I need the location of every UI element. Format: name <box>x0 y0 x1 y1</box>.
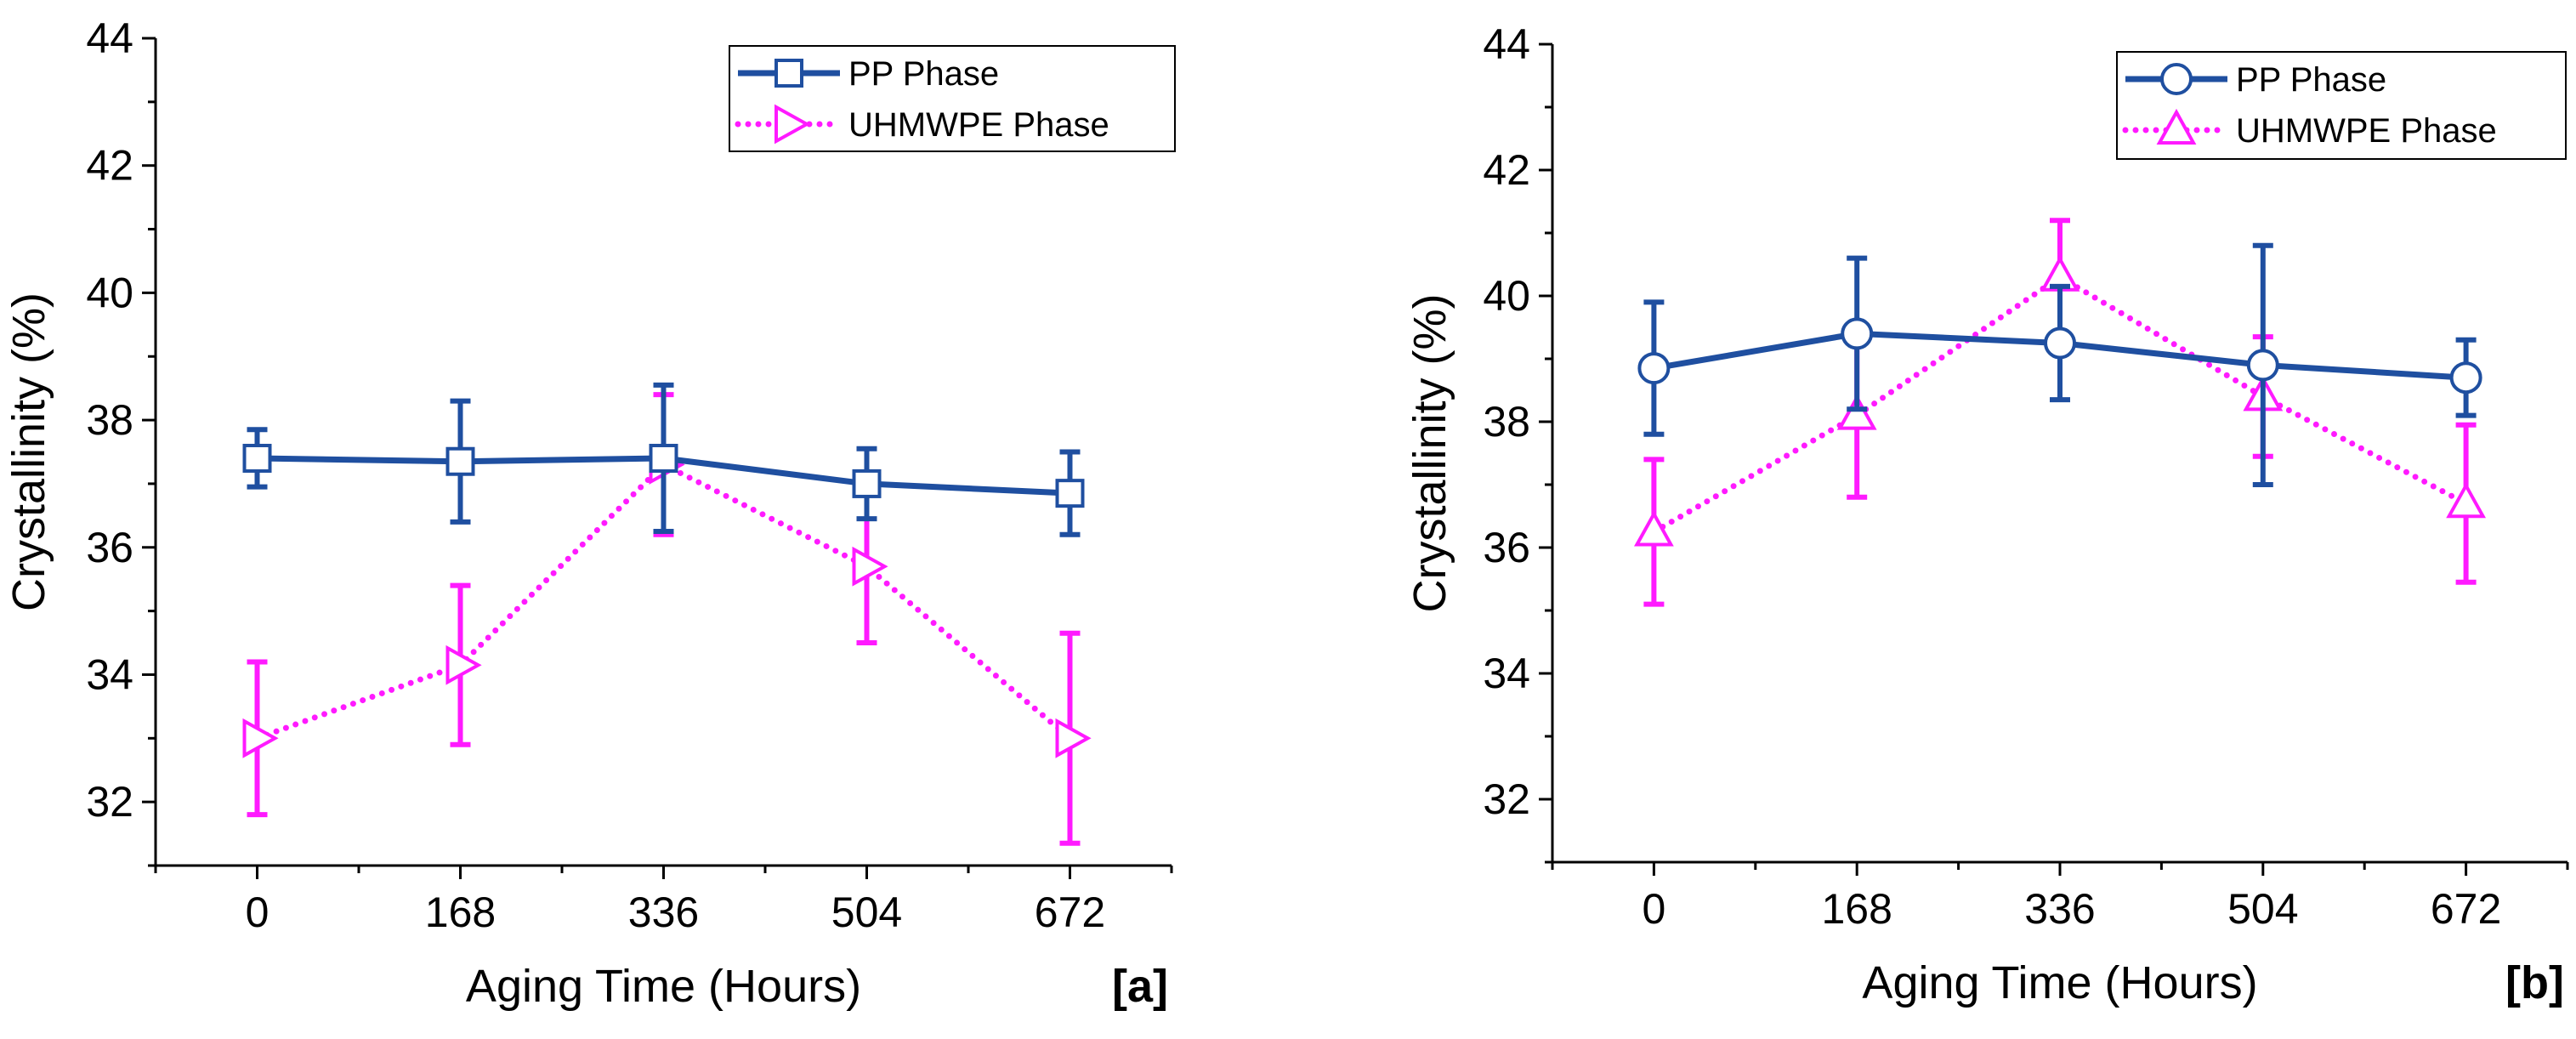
legend-swatch-marker <box>775 104 811 145</box>
y-axis-title: Crystallinity (%) <box>3 292 54 611</box>
series-pp-phase <box>242 382 1085 537</box>
y-tick-label: 42 <box>86 142 133 190</box>
y-tick-label: 40 <box>86 269 133 316</box>
y-tick-label: 38 <box>1483 398 1530 446</box>
data-point <box>852 468 882 498</box>
y-tick-label: 44 <box>86 14 133 62</box>
data-point <box>242 718 279 758</box>
x-tick-label: 336 <box>628 889 699 936</box>
legend: PP Phase UHMWPE Phase <box>729 45 1176 152</box>
legend-label: PP Phase <box>848 55 999 93</box>
chart-panel-a: 32 34 36 38 40 42 44 0 168 336 504 672 Aging Time (H… <box>3 14 1176 1012</box>
series-pp-phase <box>1637 242 2482 487</box>
x-axis-title: Aging Time (Hours) <box>1862 957 2257 1008</box>
y-tick-label: 36 <box>86 524 133 571</box>
panel-label: [b] <box>2505 957 2564 1008</box>
x-tick-label: 672 <box>1035 889 1105 936</box>
x-tick-label: 504 <box>2227 885 2298 933</box>
legend-swatch-marker <box>2160 63 2193 95</box>
y-tick-label: 34 <box>1483 650 1530 697</box>
data-point <box>1836 394 1877 430</box>
legend-box <box>729 45 1176 152</box>
y-tick-label: 34 <box>86 650 133 698</box>
x-tick-label: 0 <box>246 889 270 936</box>
legend-label: UHMWPE Phase <box>848 106 1109 144</box>
data-point <box>242 443 272 473</box>
y-tick-label: 38 <box>86 396 133 444</box>
y-tick-label: 32 <box>1483 775 1530 823</box>
legend-swatch-marker <box>775 59 803 88</box>
data-point <box>2449 361 2482 395</box>
data-point <box>852 546 888 587</box>
x-axis-title: Aging Time (Hours) <box>466 961 861 1012</box>
x-tick-label: 504 <box>831 889 902 936</box>
x-tick-label: 336 <box>2024 885 2095 933</box>
y-axis-title: Crystallinity (%) <box>1404 293 1455 612</box>
data-point <box>1637 352 1671 385</box>
data-point <box>1841 317 1874 350</box>
x-tick-label: 0 <box>1642 885 1665 933</box>
data-point <box>649 443 678 473</box>
legend-swatch-marker <box>2156 108 2197 145</box>
data-point <box>1055 479 1085 508</box>
y-tick-label: 32 <box>86 778 133 826</box>
data-point <box>2246 349 2279 382</box>
data-point <box>1055 718 1092 758</box>
y-tick-label: 44 <box>1483 20 1530 68</box>
series-uhmwpe-phase <box>1634 218 2486 607</box>
y-tick-label: 40 <box>1483 272 1530 320</box>
legend-label: PP Phase <box>2236 61 2386 99</box>
x-tick-label: 168 <box>425 889 496 936</box>
legend-label: UHMWPE Phase <box>2236 112 2497 150</box>
x-tick-label: 672 <box>2431 885 2501 933</box>
y-tick-label: 42 <box>1483 146 1530 194</box>
y-tick-label: 36 <box>1483 524 1530 571</box>
data-point <box>445 446 475 476</box>
panel-label: [a] <box>1112 961 1168 1012</box>
x-tick-label: 168 <box>1821 885 1892 933</box>
data-point <box>445 644 482 685</box>
chart-panel-b: 32 34 36 38 40 42 44 0 168 336 504 672 Aging Time (H… <box>1404 20 2569 1008</box>
legend: PP Phase UHMWPE Phase <box>2116 51 2567 160</box>
data-point <box>2044 326 2076 360</box>
data-point <box>2446 482 2486 519</box>
data-point <box>1634 510 1674 547</box>
